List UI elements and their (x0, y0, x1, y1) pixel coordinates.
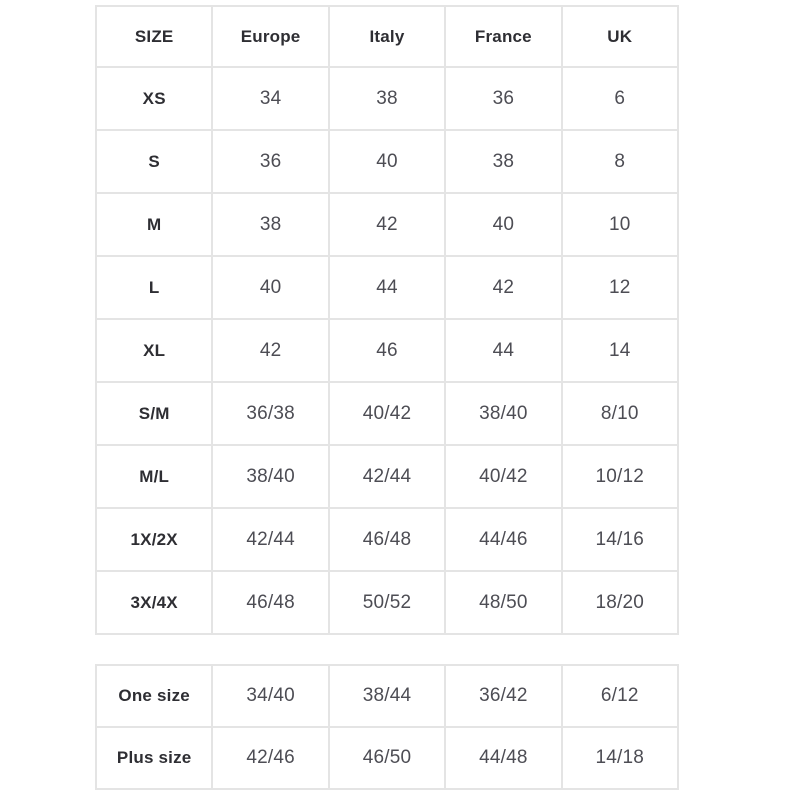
table-cell: 40/42 (444, 444, 563, 509)
table-cell: 42/44 (327, 444, 447, 509)
table-cell: 46 (327, 318, 447, 383)
table-cell: 38/40 (211, 444, 330, 509)
table-cell: 36/42 (444, 664, 563, 728)
table-cell: 8/10 (560, 381, 680, 446)
table-cell: 40 (444, 192, 563, 257)
column-header-uk: UK (560, 5, 680, 68)
table-row-m: M 38 42 40 10 (94, 192, 680, 257)
table-cell: 38 (211, 192, 330, 257)
table-cell: 10/12 (560, 444, 680, 509)
table-cell: 38 (444, 129, 563, 194)
column-header-europe: Europe (211, 5, 330, 68)
table-cell: 34/40 (211, 664, 330, 728)
table-cell: 8 (560, 129, 680, 194)
table-cell: 42/44 (211, 507, 330, 572)
table-cell: 44/48 (444, 726, 563, 790)
table-cell: 38/44 (327, 664, 447, 728)
row-label: S/M (94, 381, 214, 446)
table-cell: 36 (444, 66, 563, 131)
table-cell: 34 (211, 66, 330, 131)
table-row-l: L 40 44 42 12 (94, 255, 680, 320)
row-label: M/L (94, 444, 214, 509)
table-cell: 48/50 (444, 570, 563, 635)
table-row-xs: XS 34 38 36 6 (94, 66, 680, 131)
table-row-3x-4x: 3X/4X 46/48 50/52 48/50 18/20 (94, 570, 680, 635)
table-cell: 44/46 (444, 507, 563, 572)
table-cell: 38/40 (444, 381, 563, 446)
table-row-s: S 36 40 38 8 (94, 129, 680, 194)
table-cell: 10 (560, 192, 680, 257)
column-header-italy: Italy (327, 5, 447, 68)
row-label: L (94, 255, 214, 320)
column-header-size: SIZE (94, 5, 214, 68)
row-label: One size (94, 664, 214, 728)
table-cell: 40 (211, 255, 330, 320)
table-cell: 38 (327, 66, 447, 131)
table-cell: 42 (444, 255, 563, 320)
table-cell: 40 (327, 129, 447, 194)
table-cell: 36 (211, 129, 330, 194)
table-cell: 12 (560, 255, 680, 320)
table-cell: 46/48 (211, 570, 330, 635)
row-label: XL (94, 318, 214, 383)
row-label: 1X/2X (94, 507, 214, 572)
table-cell: 44 (327, 255, 447, 320)
table-cell: 6/12 (560, 664, 680, 728)
table-cell: 6 (560, 66, 680, 131)
table-cell: 14 (560, 318, 680, 383)
table-cell: 14/18 (560, 726, 680, 790)
table-cell: 42 (211, 318, 330, 383)
table-row-plus-size: Plus size 42/46 46/50 44/48 14/18 (94, 726, 680, 790)
table-cell: 14/16 (560, 507, 680, 572)
table-cell: 42/46 (211, 726, 330, 790)
table-cell: 40/42 (327, 381, 447, 446)
size-conversion-table: SIZE Europe Italy France UK XS 34 38 36 … (94, 5, 680, 635)
table-header-row: SIZE Europe Italy France UK (94, 5, 680, 68)
table-cell: 46/48 (327, 507, 447, 572)
table-cell: 42 (327, 192, 447, 257)
table-cell: 18/20 (560, 570, 680, 635)
table-cell: 36/38 (211, 381, 330, 446)
column-header-france: France (444, 5, 563, 68)
row-label: 3X/4X (94, 570, 214, 635)
table-row-1x-2x: 1X/2X 42/44 46/48 44/46 14/16 (94, 507, 680, 572)
row-label: M (94, 192, 214, 257)
special-sizes-table: One size 34/40 38/44 36/42 6/12 Plus siz… (94, 664, 680, 790)
table-row-xl: XL 42 46 44 14 (94, 318, 680, 383)
table-cell: 50/52 (327, 570, 447, 635)
table-row-m-l: M/L 38/40 42/44 40/42 10/12 (94, 444, 680, 509)
table-cell: 44 (444, 318, 563, 383)
row-label: XS (94, 66, 214, 131)
table-row-s-m: S/M 36/38 40/42 38/40 8/10 (94, 381, 680, 446)
table-row-one-size: One size 34/40 38/44 36/42 6/12 (94, 664, 680, 728)
row-label: Plus size (94, 726, 214, 790)
table-cell: 46/50 (327, 726, 447, 790)
row-label: S (94, 129, 214, 194)
